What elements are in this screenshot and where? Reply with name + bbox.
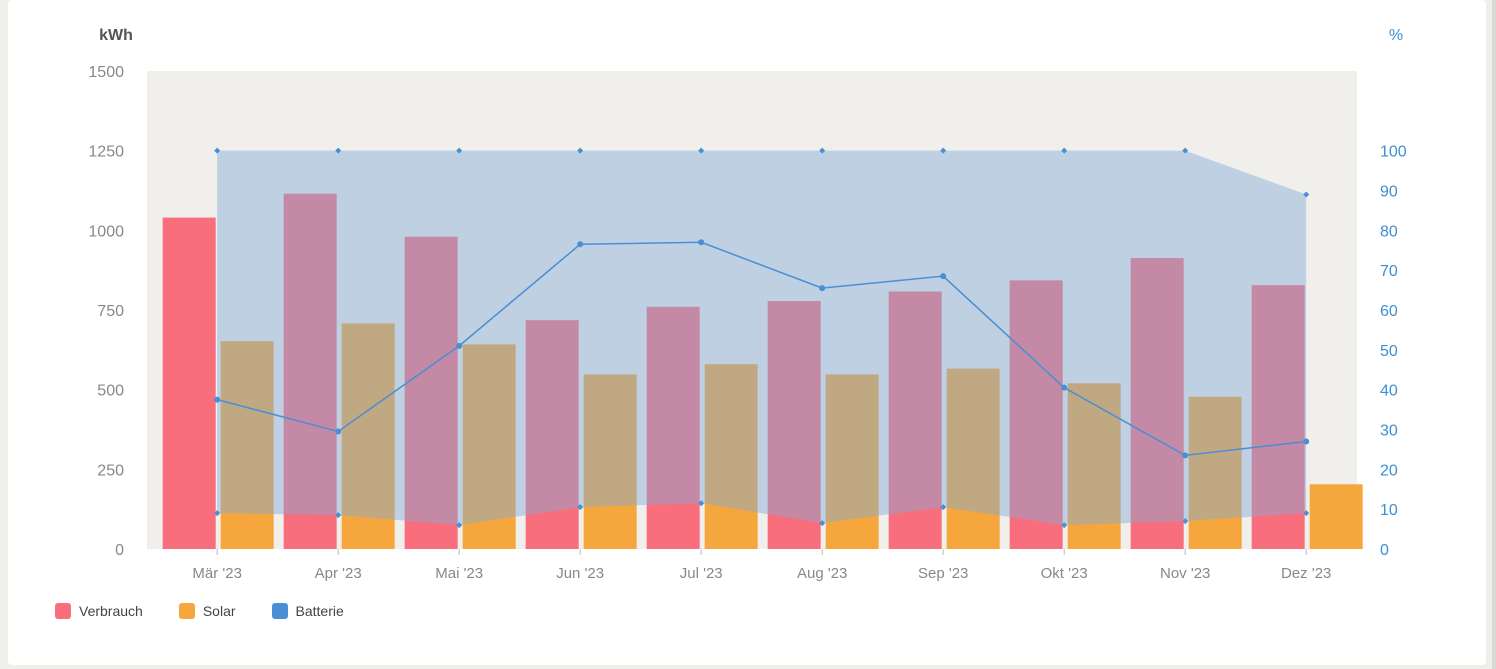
y-tick-label: 1500 xyxy=(88,64,124,81)
verbrauch-bar xyxy=(162,217,216,549)
verbrauch-bar xyxy=(1009,280,1063,549)
batterie-max-point xyxy=(1182,147,1189,154)
y-tick-label: 500 xyxy=(97,383,124,400)
batterie-max-point xyxy=(819,147,826,154)
batterie-max-point xyxy=(1303,191,1310,198)
batterie-min-point xyxy=(1303,510,1310,517)
batterie-min-point xyxy=(1182,518,1189,525)
verbrauch-bar xyxy=(525,320,579,549)
batterie-line-point xyxy=(698,239,705,246)
solar-bar xyxy=(1188,396,1242,549)
y2-tick-label: 90 xyxy=(1380,184,1398,201)
x-tick-label: Nov '23 xyxy=(1160,565,1210,582)
legend-swatch-batterie xyxy=(271,603,288,619)
solar-bar xyxy=(825,374,879,549)
legend-label-batterie: Batterie xyxy=(295,603,344,619)
batterie-line-point xyxy=(1182,452,1189,459)
verbrauch-bar xyxy=(1251,285,1305,549)
verbrauch-bar xyxy=(767,301,821,549)
energy-chart: kWh % 0 250 500 750 1000 1250 1500 0 10 20 30 40 50 6… xyxy=(88,27,1407,582)
batterie-min-point xyxy=(577,504,584,511)
batterie-line-point xyxy=(819,285,826,292)
right-axis-unit: % xyxy=(1389,27,1403,44)
verbrauch-bar xyxy=(646,306,700,549)
legend-item-solar[interactable]: Solar xyxy=(178,603,236,619)
x-tick-label: Jul '23 xyxy=(680,565,723,582)
batterie-max-point xyxy=(698,147,705,154)
y2-tick-label: 70 xyxy=(1380,263,1398,280)
batterie-max-point xyxy=(335,147,342,154)
solar-bar xyxy=(462,344,516,549)
legend-swatch-solar xyxy=(178,603,195,619)
solar-bar xyxy=(583,374,637,549)
x-tick-label: Jun '23 xyxy=(556,565,604,582)
verbrauch-bar xyxy=(404,236,458,549)
batterie-line-point xyxy=(1303,438,1310,445)
batterie-line-point xyxy=(456,342,463,349)
verbrauch-bar xyxy=(1130,258,1184,549)
left-axis-unit: kWh xyxy=(99,27,133,44)
solar-bar xyxy=(704,364,758,549)
legend-label-solar: Solar xyxy=(202,603,236,619)
solar-bar xyxy=(1309,484,1363,549)
batterie-min-point xyxy=(214,510,221,517)
y-tick-label: 750 xyxy=(97,303,124,320)
verbrauch-bar xyxy=(888,291,942,549)
batterie-max-point xyxy=(940,147,947,154)
legend-label-verbrauch: Verbrauch xyxy=(79,603,143,619)
batterie-line xyxy=(216,241,1307,457)
legend-item-batterie[interactable]: Batterie xyxy=(271,603,344,619)
batterie-line-point xyxy=(214,396,221,403)
y2-tick-label: 100 xyxy=(1380,144,1407,161)
y2-tick-label: 60 xyxy=(1380,303,1398,320)
x-tick-label: Okt '23 xyxy=(1041,565,1088,582)
chart-legend: Verbrauch Solar Batterie xyxy=(55,603,344,619)
y-tick-label: 1000 xyxy=(88,223,124,240)
y-tick-label: 0 xyxy=(115,542,124,559)
y-tick-label: 1250 xyxy=(88,144,124,161)
x-tick-label: Apr '23 xyxy=(315,565,362,582)
x-tick-label: Mär '23 xyxy=(192,565,242,582)
x-tick-label: Aug '23 xyxy=(797,565,847,582)
batterie-min-point xyxy=(335,512,342,519)
y2-tick-label: 20 xyxy=(1380,462,1398,479)
solar-bar xyxy=(220,341,274,549)
y2-tick-label: 0 xyxy=(1380,542,1389,559)
x-tick-label: Mai '23 xyxy=(435,565,483,582)
batterie-min-point xyxy=(940,504,947,511)
batterie-min-point xyxy=(819,520,826,527)
batterie-line-point xyxy=(335,428,342,435)
page-scrollbar[interactable] xyxy=(1492,0,1496,669)
batterie-min-point xyxy=(456,522,463,529)
batterie-min-point xyxy=(1061,522,1068,529)
batterie-max-point xyxy=(1061,147,1068,154)
solar-bar xyxy=(1067,383,1121,549)
solar-bar xyxy=(341,323,395,549)
legend-swatch-verbrauch xyxy=(55,603,71,619)
batterie-line-point xyxy=(1061,384,1068,391)
batterie-min-point xyxy=(698,500,705,507)
y2-tick-label: 10 xyxy=(1380,502,1398,519)
y-tick-label: 250 xyxy=(97,462,124,479)
verbrauch-bar xyxy=(283,193,337,550)
x-tick-label: Sep '23 xyxy=(918,565,968,582)
x-tick-label: Dez '23 xyxy=(1281,565,1331,582)
batterie-line-point xyxy=(940,273,947,280)
batterie-max-point xyxy=(577,147,584,154)
solar-bar xyxy=(946,368,1000,549)
batterie-max-point xyxy=(214,147,221,154)
batterie-line-point xyxy=(577,241,584,248)
y2-tick-label: 50 xyxy=(1380,343,1398,360)
batterie-max-point xyxy=(456,147,463,154)
legend-item-verbrauch[interactable]: Verbrauch xyxy=(55,603,143,619)
batterie-range-area xyxy=(217,150,1307,526)
y2-tick-label: 40 xyxy=(1380,383,1398,400)
y2-tick-label: 80 xyxy=(1380,223,1398,240)
y2-tick-label: 30 xyxy=(1380,423,1398,440)
